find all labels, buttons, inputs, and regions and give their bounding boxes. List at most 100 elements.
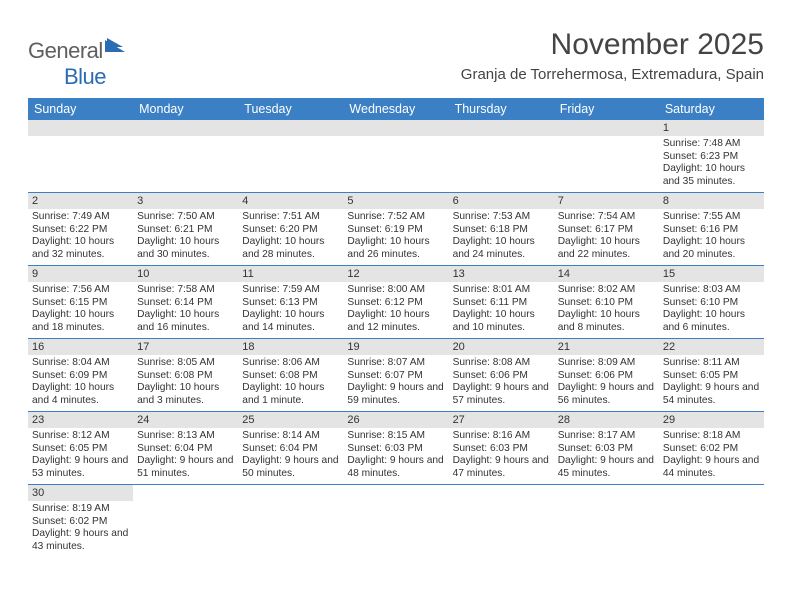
day-number: 14 xyxy=(554,266,659,282)
day-details: Sunrise: 8:04 AMSunset: 6:09 PMDaylight:… xyxy=(28,355,133,411)
calendar-cell xyxy=(238,120,343,193)
day-details: Sunrise: 8:14 AMSunset: 6:04 PMDaylight:… xyxy=(238,428,343,484)
day-number: 1 xyxy=(659,120,764,136)
calendar-cell xyxy=(133,120,238,193)
day-number: 6 xyxy=(449,193,554,209)
weekday-header: Wednesday xyxy=(343,98,448,120)
day-details: Sunrise: 7:52 AMSunset: 6:19 PMDaylight:… xyxy=(343,209,448,265)
day-details: Sunrise: 8:13 AMSunset: 6:04 PMDaylight:… xyxy=(133,428,238,484)
day-details: Sunrise: 7:49 AMSunset: 6:22 PMDaylight:… xyxy=(28,209,133,265)
day-number: 24 xyxy=(133,412,238,428)
calendar-cell xyxy=(238,485,343,558)
day-details: Sunrise: 8:11 AMSunset: 6:05 PMDaylight:… xyxy=(659,355,764,411)
weekday-header: Tuesday xyxy=(238,98,343,120)
calendar-cell xyxy=(28,120,133,193)
weekday-header: Saturday xyxy=(659,98,764,120)
weekday-header: Sunday xyxy=(28,98,133,120)
calendar-cell xyxy=(449,485,554,558)
calendar-cell: 5Sunrise: 7:52 AMSunset: 6:19 PMDaylight… xyxy=(343,193,448,266)
day-details: Sunrise: 7:50 AMSunset: 6:21 PMDaylight:… xyxy=(133,209,238,265)
calendar-cell: 15Sunrise: 8:03 AMSunset: 6:10 PMDayligh… xyxy=(659,266,764,339)
day-details: Sunrise: 7:51 AMSunset: 6:20 PMDaylight:… xyxy=(238,209,343,265)
day-number: 4 xyxy=(238,193,343,209)
day-details: Sunrise: 7:48 AMSunset: 6:23 PMDaylight:… xyxy=(659,136,764,192)
day-number: 8 xyxy=(659,193,764,209)
day-number: 7 xyxy=(554,193,659,209)
day-number: 10 xyxy=(133,266,238,282)
day-number: 26 xyxy=(343,412,448,428)
day-number: 27 xyxy=(449,412,554,428)
calendar-cell: 11Sunrise: 7:59 AMSunset: 6:13 PMDayligh… xyxy=(238,266,343,339)
day-number: 9 xyxy=(28,266,133,282)
calendar-cell xyxy=(449,120,554,193)
day-number: 30 xyxy=(28,485,133,501)
day-details: Sunrise: 8:15 AMSunset: 6:03 PMDaylight:… xyxy=(343,428,448,484)
day-details: Sunrise: 8:12 AMSunset: 6:05 PMDaylight:… xyxy=(28,428,133,484)
calendar-cell xyxy=(343,485,448,558)
calendar-cell: 21Sunrise: 8:09 AMSunset: 6:06 PMDayligh… xyxy=(554,339,659,412)
brand-part1: General xyxy=(28,38,103,63)
day-number: 11 xyxy=(238,266,343,282)
calendar-cell xyxy=(343,120,448,193)
calendar-cell: 7Sunrise: 7:54 AMSunset: 6:17 PMDaylight… xyxy=(554,193,659,266)
flag-icon xyxy=(105,32,127,58)
day-details: Sunrise: 8:06 AMSunset: 6:08 PMDaylight:… xyxy=(238,355,343,411)
calendar-cell: 20Sunrise: 8:08 AMSunset: 6:06 PMDayligh… xyxy=(449,339,554,412)
day-details: Sunrise: 7:59 AMSunset: 6:13 PMDaylight:… xyxy=(238,282,343,338)
day-number: 25 xyxy=(238,412,343,428)
day-details: Sunrise: 8:00 AMSunset: 6:12 PMDaylight:… xyxy=(343,282,448,338)
day-details: Sunrise: 7:55 AMSunset: 6:16 PMDaylight:… xyxy=(659,209,764,265)
calendar-cell: 24Sunrise: 8:13 AMSunset: 6:04 PMDayligh… xyxy=(133,412,238,485)
day-number: 16 xyxy=(28,339,133,355)
calendar-cell: 28Sunrise: 8:17 AMSunset: 6:03 PMDayligh… xyxy=(554,412,659,485)
calendar-cell: 16Sunrise: 8:04 AMSunset: 6:09 PMDayligh… xyxy=(28,339,133,412)
calendar-cell: 4Sunrise: 7:51 AMSunset: 6:20 PMDaylight… xyxy=(238,193,343,266)
day-details: Sunrise: 8:17 AMSunset: 6:03 PMDaylight:… xyxy=(554,428,659,484)
calendar-cell xyxy=(659,485,764,558)
weekday-header: Thursday xyxy=(449,98,554,120)
day-number: 3 xyxy=(133,193,238,209)
location-subtitle: Granja de Torrehermosa, Extremadura, Spa… xyxy=(461,66,764,83)
calendar-cell: 26Sunrise: 8:15 AMSunset: 6:03 PMDayligh… xyxy=(343,412,448,485)
calendar-cell: 9Sunrise: 7:56 AMSunset: 6:15 PMDaylight… xyxy=(28,266,133,339)
day-number: 29 xyxy=(659,412,764,428)
day-details: Sunrise: 7:58 AMSunset: 6:14 PMDaylight:… xyxy=(133,282,238,338)
brand-part2: Blue xyxy=(28,64,106,90)
calendar-cell: 13Sunrise: 8:01 AMSunset: 6:11 PMDayligh… xyxy=(449,266,554,339)
calendar-cell: 19Sunrise: 8:07 AMSunset: 6:07 PMDayligh… xyxy=(343,339,448,412)
day-number: 2 xyxy=(28,193,133,209)
calendar-cell: 29Sunrise: 8:18 AMSunset: 6:02 PMDayligh… xyxy=(659,412,764,485)
day-number: 12 xyxy=(343,266,448,282)
calendar-cell: 23Sunrise: 8:12 AMSunset: 6:05 PMDayligh… xyxy=(28,412,133,485)
day-details: Sunrise: 7:53 AMSunset: 6:18 PMDaylight:… xyxy=(449,209,554,265)
day-details: Sunrise: 8:19 AMSunset: 6:02 PMDaylight:… xyxy=(28,501,133,557)
day-details: Sunrise: 8:01 AMSunset: 6:11 PMDaylight:… xyxy=(449,282,554,338)
brand-logo: General Blue xyxy=(28,38,127,90)
day-number: 20 xyxy=(449,339,554,355)
day-number: 22 xyxy=(659,339,764,355)
calendar-cell: 3Sunrise: 7:50 AMSunset: 6:21 PMDaylight… xyxy=(133,193,238,266)
calendar-cell: 25Sunrise: 8:14 AMSunset: 6:04 PMDayligh… xyxy=(238,412,343,485)
day-number: 18 xyxy=(238,339,343,355)
calendar-cell: 10Sunrise: 7:58 AMSunset: 6:14 PMDayligh… xyxy=(133,266,238,339)
calendar-cell: 6Sunrise: 7:53 AMSunset: 6:18 PMDaylight… xyxy=(449,193,554,266)
calendar-cell xyxy=(133,485,238,558)
day-details: Sunrise: 8:03 AMSunset: 6:10 PMDaylight:… xyxy=(659,282,764,338)
day-details: Sunrise: 8:05 AMSunset: 6:08 PMDaylight:… xyxy=(133,355,238,411)
calendar-cell: 8Sunrise: 7:55 AMSunset: 6:16 PMDaylight… xyxy=(659,193,764,266)
day-details: Sunrise: 8:08 AMSunset: 6:06 PMDaylight:… xyxy=(449,355,554,411)
weekday-header: Friday xyxy=(554,98,659,120)
calendar-cell: 27Sunrise: 8:16 AMSunset: 6:03 PMDayligh… xyxy=(449,412,554,485)
calendar-cell xyxy=(554,120,659,193)
day-number: 19 xyxy=(343,339,448,355)
day-number: 15 xyxy=(659,266,764,282)
calendar-cell: 30Sunrise: 8:19 AMSunset: 6:02 PMDayligh… xyxy=(28,485,133,558)
day-number: 5 xyxy=(343,193,448,209)
day-number: 23 xyxy=(28,412,133,428)
day-details: Sunrise: 7:56 AMSunset: 6:15 PMDaylight:… xyxy=(28,282,133,338)
calendar-cell: 2Sunrise: 7:49 AMSunset: 6:22 PMDaylight… xyxy=(28,193,133,266)
day-details: Sunrise: 8:02 AMSunset: 6:10 PMDaylight:… xyxy=(554,282,659,338)
calendar-cell: 1Sunrise: 7:48 AMSunset: 6:23 PMDaylight… xyxy=(659,120,764,193)
day-number: 28 xyxy=(554,412,659,428)
day-number: 21 xyxy=(554,339,659,355)
